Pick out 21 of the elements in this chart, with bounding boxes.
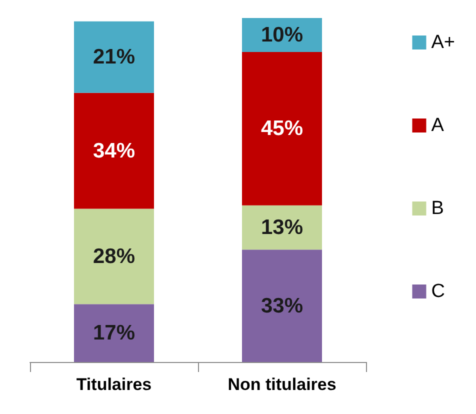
bar [74, 92, 154, 209]
bar [242, 205, 322, 250]
bar [74, 208, 154, 304]
data-label: 17% [92, 322, 136, 345]
legend-label: A+ [431, 32, 456, 53]
bar [242, 250, 322, 362]
data-label: 13% [260, 216, 304, 239]
data-label: 33% [260, 294, 304, 318]
bar [74, 304, 154, 362]
bar [242, 52, 322, 206]
data-label: 45% [260, 117, 304, 140]
x-tick-label: Titulaires [76, 375, 152, 394]
data-label: 28% [92, 244, 136, 268]
bar [74, 21, 154, 93]
data-label: 21% [92, 46, 136, 69]
legend-label: B [431, 198, 444, 219]
legend-label: A [431, 115, 444, 136]
x-tick-label: Non titulaires [228, 375, 336, 394]
data-label: 34% [92, 139, 136, 162]
legend-label: C [431, 281, 445, 302]
data-label: 10% [260, 24, 304, 47]
